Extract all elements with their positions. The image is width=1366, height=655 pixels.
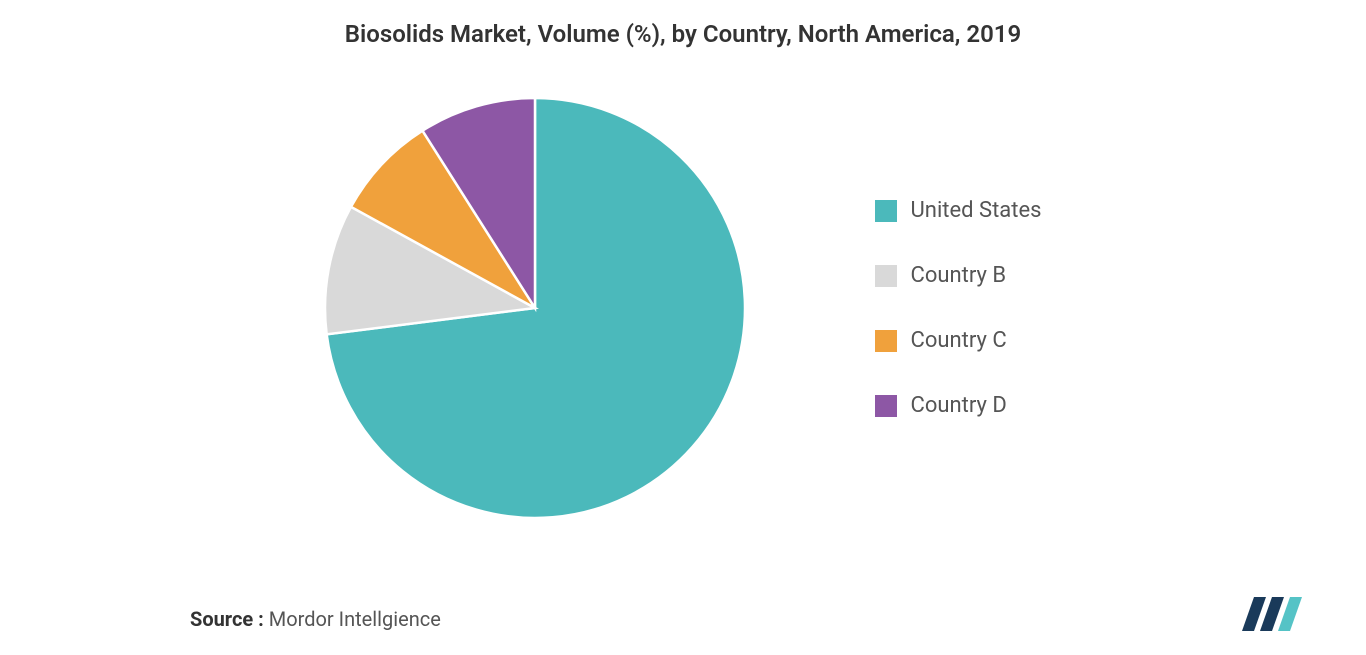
legend-label: United States — [911, 198, 1042, 223]
plot-area: United States Country B Country C Country D — [40, 58, 1326, 558]
chart-title: Biosolids Market, Volume (%), by Country… — [40, 20, 1326, 48]
source-text: Mordor Intellgience — [269, 607, 441, 631]
legend: United States Country B Country C Country D — [875, 198, 1042, 418]
legend-item: Country D — [875, 393, 1042, 418]
legend-swatch — [875, 200, 897, 222]
chart-container: Biosolids Market, Volume (%), by Country… — [0, 0, 1366, 655]
legend-label: Country C — [911, 328, 1007, 353]
legend-swatch — [875, 395, 897, 417]
legend-swatch — [875, 330, 897, 352]
legend-label: Country D — [911, 393, 1007, 418]
mordor-logo-icon — [1240, 591, 1316, 631]
legend-swatch — [875, 265, 897, 287]
source-attribution: Source : Mordor Intellgience — [190, 607, 441, 631]
footer: Source : Mordor Intellgience — [0, 591, 1366, 631]
legend-item: Country C — [875, 328, 1042, 353]
pie-chart — [325, 98, 745, 518]
legend-item: Country B — [875, 263, 1042, 288]
legend-label: Country B — [911, 263, 1007, 288]
source-prefix: Source : — [190, 607, 269, 631]
legend-item: United States — [875, 198, 1042, 223]
